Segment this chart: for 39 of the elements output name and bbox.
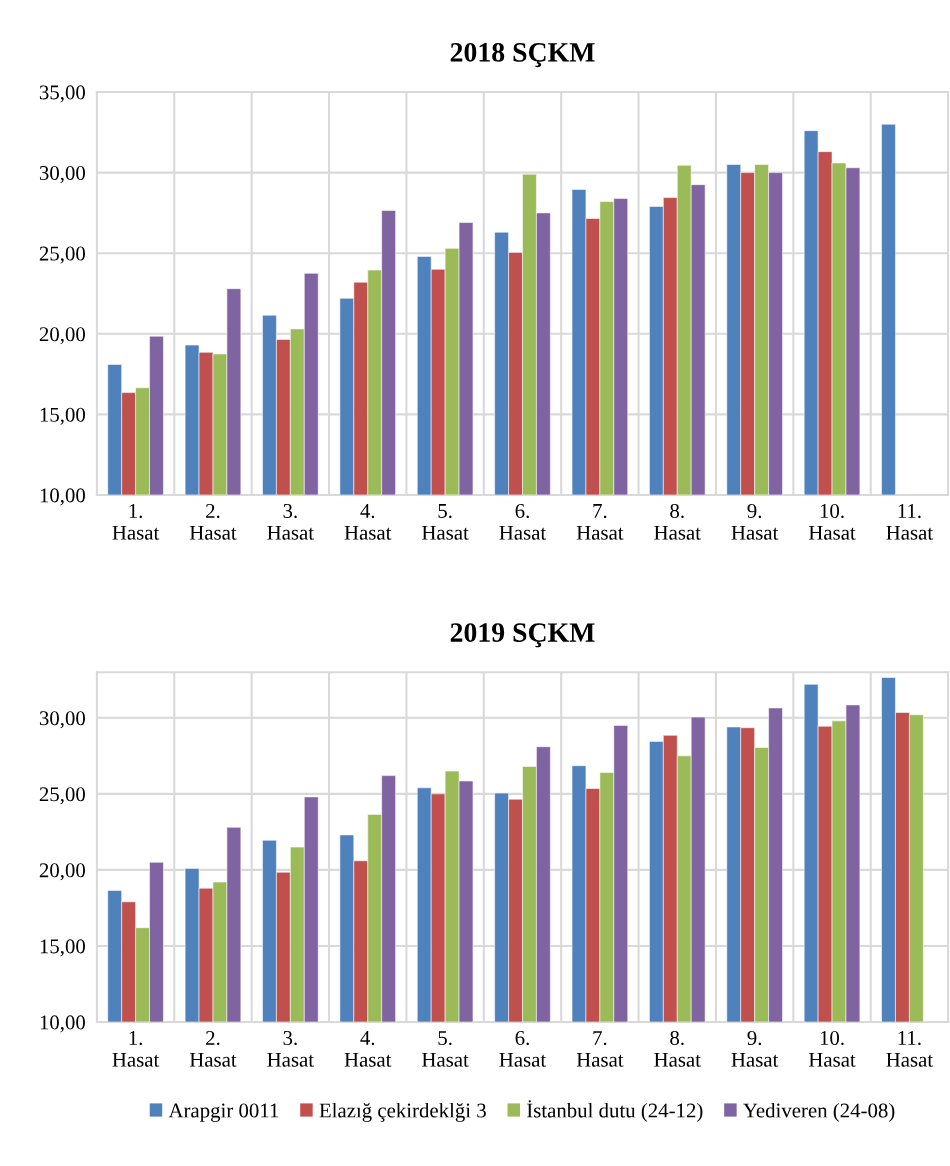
x-tick-label: 4. Hasat bbox=[344, 504, 392, 540]
x-tick-label: 10. Hasat bbox=[808, 1030, 856, 1067]
x-tick-label: 9. Hasat bbox=[731, 1030, 779, 1067]
x-tick-label: 6. Hasat bbox=[499, 503, 547, 540]
chart-title: 2019 SÇKM bbox=[450, 623, 595, 648]
y-tick-label: 20,00 bbox=[39, 327, 85, 345]
x-tick-label: 8. Hasat bbox=[654, 1030, 701, 1067]
y-tick-label: 25,00 bbox=[39, 246, 85, 264]
legend-label: Yediveren (24-08) bbox=[743, 1102, 895, 1122]
legend-label: İstanbul dutu (24-12) bbox=[527, 1100, 703, 1122]
y-tick-label: 30,00 bbox=[39, 165, 85, 184]
y-tick-label: 10,00 bbox=[40, 1015, 85, 1033]
x-tick-label: 4. Hasat bbox=[344, 1031, 392, 1067]
legend-label: Arapgir 0011 bbox=[168, 1103, 279, 1122]
x-tick-label: 5. Hasat bbox=[422, 504, 469, 540]
chart-title: 2018 SÇKM bbox=[450, 42, 595, 68]
x-tick-label: 6. Hasat bbox=[499, 1030, 547, 1067]
x-tick-label: 10. Hasat bbox=[808, 503, 856, 540]
x-tick-label: 1. Hasat bbox=[112, 1031, 160, 1067]
x-tick-label: 3. Hasat bbox=[267, 1030, 314, 1067]
y-tick-label: 35,00 bbox=[39, 85, 85, 103]
x-tick-label: 5. Hasat bbox=[422, 1031, 469, 1067]
legend-label: Elazığ çekirdeklği 3 bbox=[319, 1102, 486, 1122]
y-tick-label: 10,00 bbox=[40, 488, 85, 506]
y-tick-label: 25,00 bbox=[39, 787, 85, 805]
x-tick-label: 1. Hasat bbox=[112, 504, 160, 540]
x-tick-label: 11. Hasat bbox=[886, 504, 933, 540]
y-tick-label: 30,00 bbox=[39, 711, 85, 729]
x-tick-label: 7. Hasat bbox=[576, 504, 624, 540]
x-tick-label: 2. Hasat bbox=[189, 1030, 237, 1067]
x-tick-label: 8. Hasat bbox=[654, 503, 701, 540]
x-tick-label: 2. Hasat bbox=[189, 503, 237, 540]
y-tick-label: 15,00 bbox=[40, 407, 85, 425]
x-tick-label: 3. Hasat bbox=[267, 503, 314, 540]
y-tick-label: 15,00 bbox=[40, 939, 85, 957]
x-tick-label: 9. Hasat bbox=[731, 503, 779, 540]
x-tick-label: 11. Hasat bbox=[886, 1031, 933, 1067]
y-tick-label: 20,00 bbox=[39, 863, 85, 881]
x-tick-label: 7. Hasat bbox=[576, 1031, 624, 1067]
